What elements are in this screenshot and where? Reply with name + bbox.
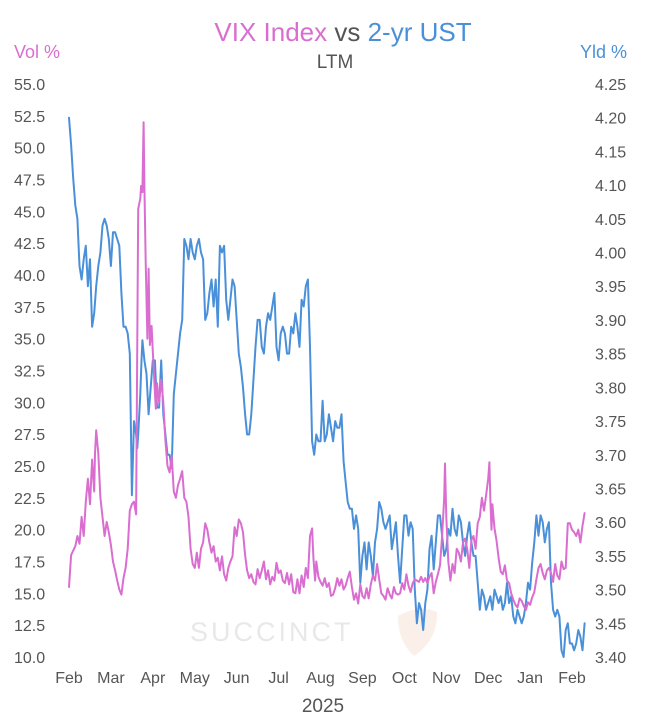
left-tick-label: 40.0 bbox=[14, 268, 45, 285]
x-tick-label: Sep bbox=[348, 670, 377, 687]
x-tick-label: Dec bbox=[474, 670, 502, 687]
right-tick-label: 3.60 bbox=[595, 515, 626, 532]
x-tick-label: Apr bbox=[140, 670, 166, 687]
ust-series-line bbox=[68, 116, 586, 658]
watermark-logo bbox=[398, 608, 438, 656]
x-tick-label: Aug bbox=[306, 670, 334, 687]
x-tick-label: Jun bbox=[224, 670, 250, 687]
x-tick-label: Jul bbox=[268, 670, 288, 687]
left-tick-label: 37.5 bbox=[14, 300, 45, 317]
left-tick-label: 27.5 bbox=[14, 427, 45, 444]
right-tick-label: 3.55 bbox=[595, 549, 626, 566]
right-tick-label: 3.50 bbox=[595, 583, 626, 600]
right-tick-label: 3.40 bbox=[595, 650, 626, 667]
x-tick-label: Jan bbox=[517, 670, 543, 687]
left-tick-label: 45.0 bbox=[14, 204, 45, 221]
right-tick-label: 3.75 bbox=[595, 414, 626, 431]
left-tick-label: 52.5 bbox=[14, 109, 45, 126]
left-tick-label: 47.5 bbox=[14, 173, 45, 190]
left-tick-label: 42.5 bbox=[14, 236, 45, 253]
chart-title: VIX Index vs 2-yr UST bbox=[214, 17, 471, 47]
left-tick-label: 20.0 bbox=[14, 523, 45, 540]
right-tick-label: 3.65 bbox=[595, 481, 626, 498]
right-tick-label: 4.10 bbox=[595, 178, 626, 195]
x-tick-label: Feb bbox=[558, 670, 586, 687]
right-axis-ticks: 4.25 4.20 4.15 4.10 4.05 4.00 3.95 3.90 3.85 3.80… bbox=[595, 77, 626, 667]
right-tick-label: 3.95 bbox=[595, 279, 626, 296]
left-tick-label: 17.5 bbox=[14, 555, 45, 572]
left-axis-unit: Vol % bbox=[14, 42, 60, 62]
title-ust: 2-yr UST bbox=[368, 17, 472, 47]
chart-subtitle: LTM bbox=[317, 52, 354, 73]
right-tick-label: 4.00 bbox=[595, 246, 626, 263]
title-vix: VIX Index bbox=[214, 17, 327, 47]
x-tick-label: Feb bbox=[55, 670, 83, 687]
right-tick-label: 4.20 bbox=[595, 111, 626, 128]
right-tick-label: 4.15 bbox=[595, 144, 626, 161]
vix-series-line bbox=[68, 121, 586, 611]
left-tick-label: 35.0 bbox=[14, 332, 45, 349]
left-tick-label: 15.0 bbox=[14, 586, 45, 603]
right-tick-label: 3.70 bbox=[595, 448, 626, 465]
left-tick-label: 32.5 bbox=[14, 364, 45, 381]
left-tick-label: 25.0 bbox=[14, 459, 45, 476]
right-axis-unit: Yld % bbox=[580, 42, 627, 62]
watermark-text: SUCCINCT bbox=[190, 617, 354, 647]
title-vs: vs bbox=[327, 17, 367, 47]
right-tick-label: 3.90 bbox=[595, 313, 626, 330]
right-tick-label: 3.45 bbox=[595, 616, 626, 633]
x-tick-label: Oct bbox=[392, 670, 417, 687]
right-tick-label: 3.80 bbox=[595, 380, 626, 397]
left-tick-label: 50.0 bbox=[14, 141, 45, 158]
right-tick-label: 4.05 bbox=[595, 212, 626, 229]
x-axis-ticks: Feb Mar Apr May Jun Jul Aug Sep Oct Nov Dec Jan Feb bbox=[55, 670, 586, 687]
left-tick-label: 30.0 bbox=[14, 395, 45, 412]
left-tick-label: 22.5 bbox=[14, 491, 45, 508]
x-tick-label: Mar bbox=[97, 670, 125, 687]
left-axis-ticks: 55.0 52.5 50.0 47.5 45.0 42.5 40.0 37.5 35.0 32.5… bbox=[14, 77, 45, 667]
right-tick-label: 3.85 bbox=[595, 347, 626, 364]
x-tick-label: Nov bbox=[432, 670, 460, 687]
left-tick-label: 12.5 bbox=[14, 618, 45, 635]
series-layer bbox=[68, 116, 586, 658]
x-axis-title: 2025 bbox=[302, 696, 344, 717]
left-tick-label: 10.0 bbox=[14, 650, 45, 667]
left-tick-label: 55.0 bbox=[14, 77, 45, 94]
x-tick-label: May bbox=[180, 670, 210, 687]
right-tick-label: 4.25 bbox=[595, 77, 626, 94]
